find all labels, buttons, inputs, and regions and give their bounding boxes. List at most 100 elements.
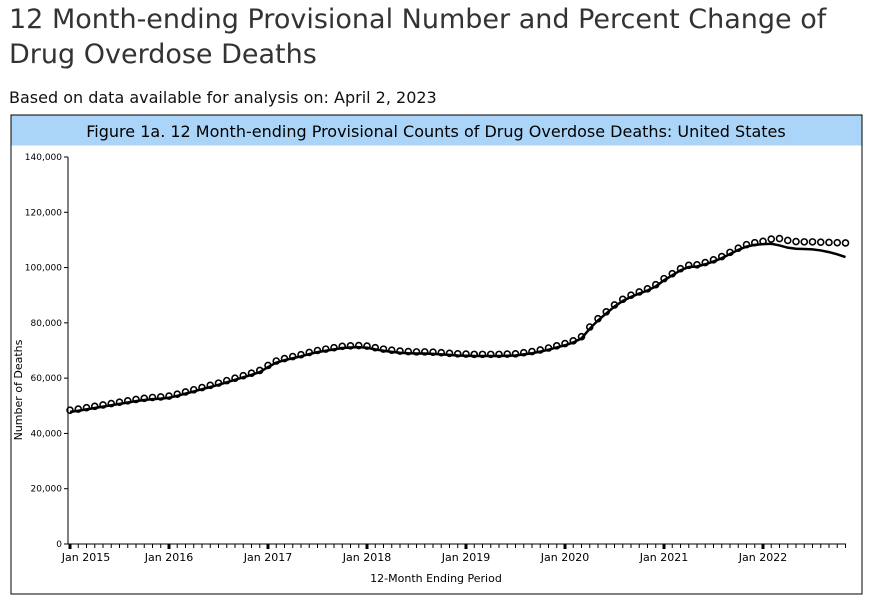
point	[288, 352, 297, 361]
point	[833, 238, 842, 247]
point	[759, 237, 767, 246]
point	[544, 344, 553, 352]
point	[132, 395, 140, 404]
point	[305, 348, 314, 357]
point	[536, 346, 545, 354]
x-tick	[464, 544, 468, 549]
point	[585, 323, 594, 331]
point	[173, 390, 182, 398]
point	[429, 348, 437, 356]
point	[198, 383, 206, 392]
point	[123, 397, 132, 405]
point	[115, 398, 124, 406]
y-tick-label: 80,000	[31, 319, 63, 329]
point	[627, 291, 635, 300]
point	[495, 350, 503, 359]
point	[635, 288, 644, 296]
point	[222, 376, 231, 385]
point	[90, 402, 99, 411]
point	[693, 261, 701, 269]
point	[486, 350, 495, 359]
x-tick-label: Jan 2019	[441, 551, 490, 564]
point	[404, 347, 413, 356]
point	[462, 350, 470, 358]
point	[346, 342, 355, 350]
figure-frame	[10, 114, 863, 595]
point	[478, 350, 487, 359]
y-tick-label: 0	[56, 540, 62, 550]
x-tick-label: Jan 2020	[540, 551, 589, 564]
point	[140, 394, 149, 403]
point	[445, 349, 454, 358]
point	[412, 348, 421, 356]
point	[363, 342, 371, 350]
y-tick-label: 20,000	[31, 485, 63, 495]
point	[841, 239, 850, 247]
point	[792, 237, 800, 246]
point	[321, 345, 330, 353]
point	[239, 371, 248, 380]
point	[825, 238, 833, 247]
point	[420, 348, 429, 356]
point	[82, 403, 91, 412]
point	[107, 399, 116, 408]
subtitle: Based on data available for analysis on:…	[9, 88, 437, 107]
x-tick-label: Jan 2016	[144, 551, 193, 564]
point	[330, 343, 338, 352]
point	[297, 350, 305, 359]
x-tick	[167, 544, 171, 549]
y-tick-label: 60,000	[31, 374, 63, 384]
point	[552, 342, 561, 350]
y-tick-label: 40,000	[31, 429, 63, 439]
point	[808, 238, 817, 246]
y-tick-label: 120,000	[25, 208, 62, 218]
point	[189, 385, 198, 394]
x-tick-label: Jan 2021	[639, 551, 688, 564]
point	[610, 301, 619, 309]
point	[561, 339, 569, 348]
x-tick	[266, 544, 270, 549]
point	[750, 238, 759, 247]
point	[618, 295, 627, 304]
point	[519, 348, 528, 357]
point	[528, 347, 536, 356]
point	[379, 345, 388, 353]
point	[453, 350, 462, 358]
x-tick	[365, 544, 369, 549]
point	[247, 369, 256, 377]
x-tick-label: Jan 2015	[61, 551, 110, 564]
x-tick	[68, 544, 72, 549]
point	[651, 280, 660, 289]
point	[775, 234, 784, 243]
figure-header	[11, 115, 862, 146]
point	[470, 350, 479, 359]
page-title: 12 Month-ending Provisional Number and P…	[9, 4, 827, 70]
point	[156, 393, 165, 401]
point	[511, 350, 520, 358]
point	[676, 264, 685, 273]
point	[569, 337, 578, 345]
point	[280, 354, 289, 363]
x-tick	[662, 544, 666, 549]
point	[99, 401, 107, 409]
point	[396, 347, 404, 355]
point	[816, 238, 825, 246]
x-tick	[761, 544, 765, 549]
chart-title: Figure 1a. 12 Month-ending Provisional C…	[86, 122, 785, 141]
point	[800, 238, 809, 246]
x-tick-label: Jan 2022	[738, 551, 787, 564]
point	[684, 261, 693, 270]
point	[643, 285, 652, 293]
point	[660, 274, 668, 283]
point	[437, 348, 446, 357]
point	[701, 258, 710, 267]
point	[742, 240, 751, 249]
point	[165, 392, 173, 400]
point	[594, 314, 602, 323]
point	[264, 361, 272, 370]
point	[338, 342, 347, 351]
x-tick-label: Jan 2018	[342, 551, 391, 564]
point	[148, 393, 157, 402]
y-tick-label: 140,000	[25, 153, 62, 163]
